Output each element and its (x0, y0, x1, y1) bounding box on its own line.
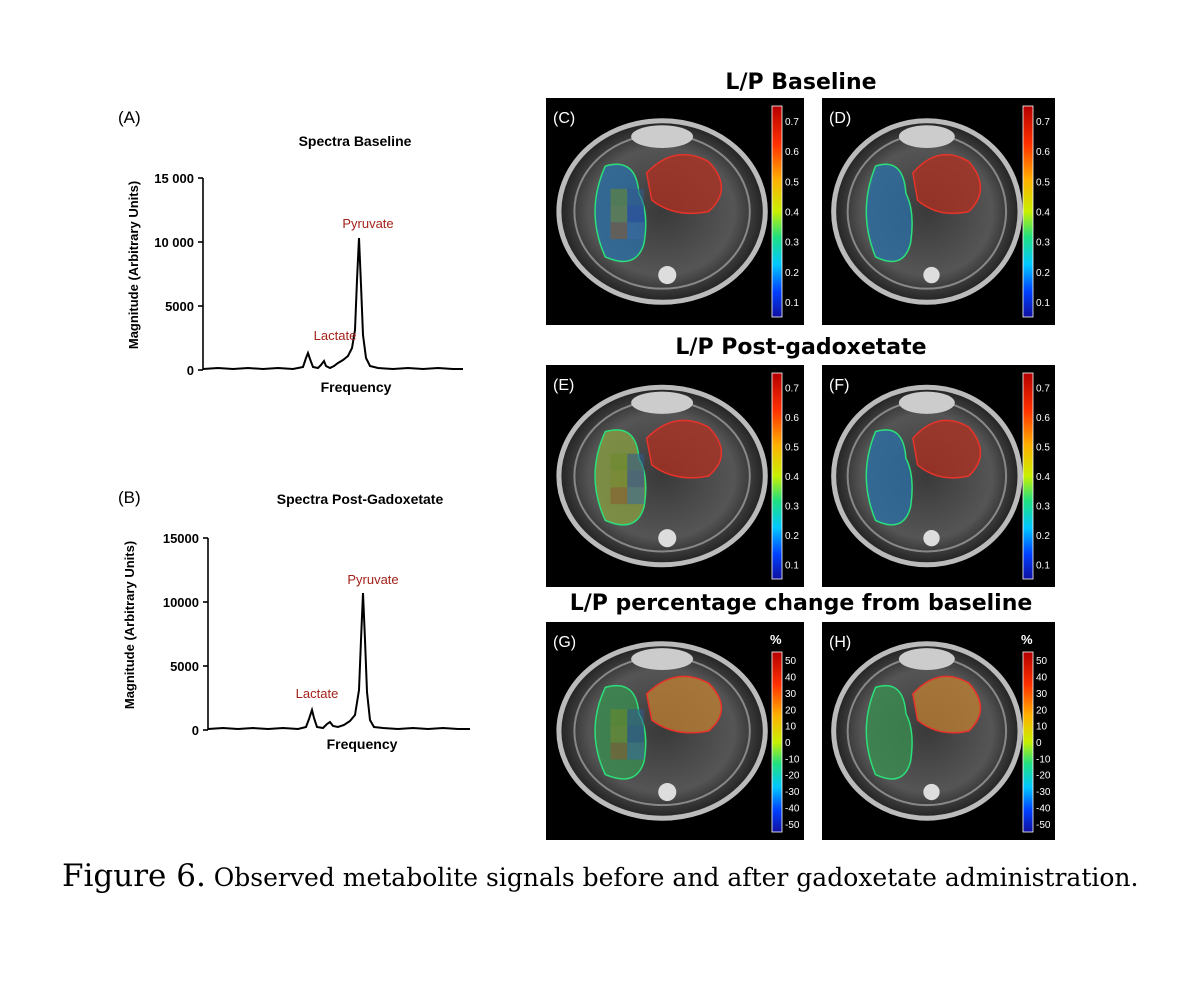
colorbar-unit: % (1021, 632, 1033, 647)
spectrum-a-trace (202, 237, 463, 371)
mri-panel-letter: (G) (553, 634, 576, 651)
mri-map-panel: (C) 0.7 0.6 0.5 0.4 0.3 0.2 0.1 (546, 98, 804, 325)
caption-text: Observed metabolite signals before and a… (213, 863, 1139, 892)
caption-label: Figure 6. (62, 858, 206, 894)
colorbar-tick: -30 (1036, 787, 1051, 798)
colorbar-tick: 0.2 (1036, 268, 1050, 279)
colorbar-tick: 0.1 (1036, 560, 1050, 571)
colorbar-tick: 0.2 (785, 531, 799, 542)
colorbar-tick: 50 (785, 656, 797, 667)
colorbar-tick: 20 (785, 705, 797, 716)
panel-letter-a: (A) (118, 108, 141, 127)
colorbar-tick: -10 (1036, 754, 1051, 765)
colorbar-tick: 30 (785, 689, 797, 700)
colorbar-tick: 0.6 (1036, 413, 1050, 424)
spectrum-a-title: Spectra Baseline (298, 133, 412, 149)
colorbar-tick: -20 (1036, 771, 1051, 782)
mri-map-panel: (E) 0.7 0.6 0.5 0.4 0.3 0.2 0.1 (546, 365, 804, 587)
spectrum-a-ytick: 0 (187, 363, 194, 378)
colorbar-tick: 0 (785, 738, 791, 749)
spectrum-a-pyruvate-label: Pyruvate (342, 216, 393, 231)
colorbar-tick: 10 (785, 722, 797, 733)
colorbar-tick: 0.5 (785, 177, 799, 188)
colorbar-tick: 0.7 (785, 117, 799, 128)
spectrum-b-trace (207, 592, 470, 731)
colorbar-tick: 0.7 (785, 384, 799, 395)
mri-panel-letter: (D) (829, 110, 851, 127)
spectrum-a-ytick: 5000 (165, 299, 194, 314)
spectrum-a-ylabel: Magnitude (Arbitrary Units) (126, 181, 141, 349)
spectrum-b-title: Spectra Post-Gadoxetate (276, 491, 444, 507)
colorbar-tick: 0 (1036, 738, 1042, 749)
section-title-post: L/P Post-gadoxetate (675, 335, 927, 360)
colorbar-tick: 0.6 (1036, 147, 1050, 158)
colorbar-unit: % (770, 632, 782, 647)
colorbar-tick: 40 (1036, 673, 1048, 684)
colorbar-tick: 0.3 (1036, 501, 1050, 512)
spectrum-a-plot: Magnitude (Arbitrary Units) 15 000 10 00… (126, 171, 463, 395)
mri-panel-letter: (C) (553, 110, 575, 127)
colorbar-tick: -30 (785, 787, 800, 798)
spectrum-b-ytick: 15000 (163, 531, 199, 546)
colorbar-tick: 0.5 (785, 443, 799, 454)
colorbar-tick: 0.4 (785, 208, 799, 219)
spectrum-b-ytick: 10000 (163, 595, 199, 610)
spectrum-b-ytick: 5000 (170, 659, 199, 674)
section-title-change: L/P percentage change from baseline (569, 591, 1033, 616)
colorbar-tick: -50 (1036, 820, 1051, 831)
spectrum-b-ytick: 0 (192, 723, 199, 738)
panel-letter-b: (B) (118, 488, 141, 507)
colorbar-tick: 0.5 (1036, 177, 1050, 188)
spectrum-b-xlabel: Frequency (327, 736, 398, 752)
spectrum-a-lactate-label: Lactate (314, 328, 357, 343)
spectrum-a-ytick: 15 000 (154, 171, 194, 186)
colorbar-tick: -40 (1036, 803, 1051, 814)
colorbar-tick: 0.3 (785, 501, 799, 512)
mri-panel-letter: (E) (553, 377, 574, 394)
colorbar-tick: 0.7 (1036, 117, 1050, 128)
mri-panel-letter: (H) (829, 634, 851, 651)
mri-map-panel: (H) %50 40 30 20 10 0 -10 -20 -30 -40 -50 (822, 622, 1055, 840)
mri-panel-letter: (F) (829, 377, 849, 394)
colorbar-tick: 0.5 (1036, 443, 1050, 454)
colorbar-tick: 0.2 (785, 268, 799, 279)
colorbar-tick: 20 (1036, 705, 1048, 716)
mri-map-panel: (G) %50 40 30 20 10 0 -10 -20 -30 -40 -50 (546, 622, 804, 840)
colorbar-tick: -50 (785, 820, 800, 831)
colorbar-tick: 0.1 (1036, 298, 1050, 309)
colorbar-tick: 0.6 (785, 147, 799, 158)
colorbar-tick: 10 (1036, 722, 1048, 733)
spectrum-b-ylabel: Magnitude (Arbitrary Units) (122, 541, 137, 709)
colorbar-tick: 40 (785, 673, 797, 684)
colorbar-tick: 0.1 (785, 298, 799, 309)
colorbar-tick: 0.4 (1036, 208, 1050, 219)
colorbar-tick: 0.1 (785, 560, 799, 571)
mri-map-panel: (F) 0.7 0.6 0.5 0.4 0.3 0.2 0.1 (822, 365, 1055, 587)
figure-caption: Figure 6. Observed metabolite signals be… (62, 858, 1138, 894)
colorbar-tick: 0.6 (785, 413, 799, 424)
spectrum-a-ytick: 10 000 (154, 235, 194, 250)
spectrum-b-plot: Magnitude (Arbitrary Units) 15000 10000 … (122, 531, 470, 752)
spectrum-a-xlabel: Frequency (321, 379, 392, 395)
colorbar-tick: -20 (785, 771, 800, 782)
mri-map-panel: (D) 0.7 0.6 0.5 0.4 0.3 0.2 0.1 (822, 98, 1055, 325)
colorbar-tick: -10 (785, 754, 800, 765)
colorbar-tick: 0.7 (1036, 384, 1050, 395)
colorbar-tick: 50 (1036, 656, 1048, 667)
spectrum-b-lactate-label: Lactate (296, 686, 339, 701)
colorbar-tick: 0.3 (785, 238, 799, 249)
colorbar-tick: 0.4 (785, 472, 799, 483)
colorbar-tick: 30 (1036, 689, 1048, 700)
spectrum-b-pyruvate-label: Pyruvate (347, 572, 398, 587)
section-title-baseline: L/P Baseline (725, 70, 877, 95)
colorbar-tick: -40 (785, 803, 800, 814)
colorbar-tick: 0.3 (1036, 238, 1050, 249)
colorbar-tick: 0.2 (1036, 531, 1050, 542)
colorbar-tick: 0.4 (1036, 472, 1050, 483)
